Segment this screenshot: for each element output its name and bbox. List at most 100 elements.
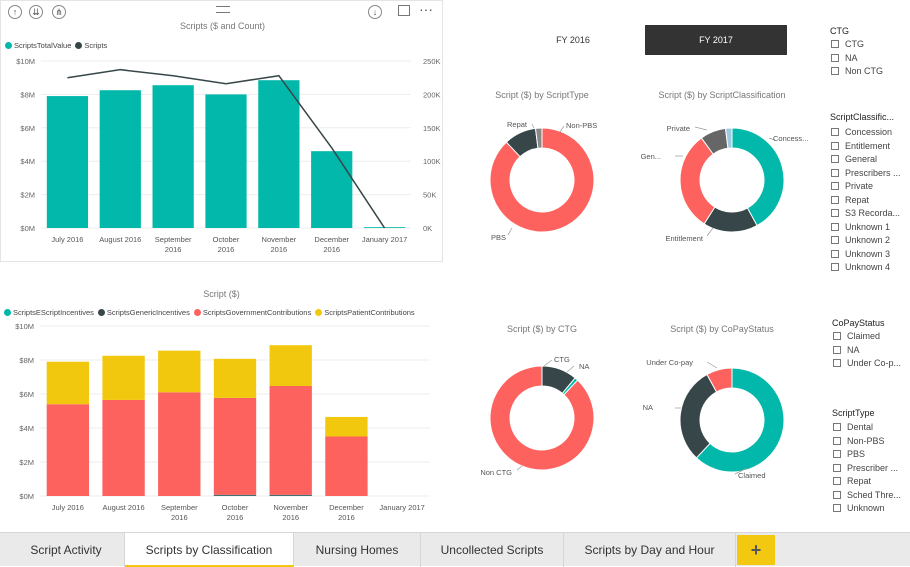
more-options-icon[interactable]: ···	[419, 1, 433, 17]
expand-level-icon[interactable]: ⋔	[52, 5, 66, 19]
checkbox[interactable]	[831, 196, 839, 204]
slicer-item-label: Unknown 2	[845, 235, 890, 245]
y2-tick-label: 0K	[423, 224, 432, 233]
slicer-item[interactable]: NA	[833, 345, 860, 355]
checkbox[interactable]	[833, 346, 841, 354]
tab-uncollected-scripts[interactable]: Uncollected Scripts	[421, 533, 564, 567]
bar-segment	[325, 417, 367, 437]
slicer-item[interactable]: Under Co-p...	[833, 358, 901, 368]
slicer-item-label: NA	[847, 345, 860, 355]
slicer-item[interactable]: Unknown 3	[831, 249, 890, 259]
slicer-item-label: S3 Recorda...	[845, 208, 900, 218]
checkbox[interactable]	[833, 504, 841, 512]
checkbox[interactable]	[831, 250, 839, 258]
checkbox[interactable]	[833, 450, 841, 458]
checkbox[interactable]	[833, 423, 841, 431]
slicer-item[interactable]: Dental	[833, 422, 873, 432]
checkbox[interactable]	[833, 477, 841, 485]
y-tick-label: $10M	[16, 57, 35, 66]
checkbox[interactable]	[833, 332, 841, 340]
checkbox[interactable]	[831, 142, 839, 150]
drag-handle-icon[interactable]	[216, 6, 230, 13]
donut-title: Script ($) by CTG	[462, 324, 622, 334]
data-label: NA	[579, 362, 589, 371]
slicer-item[interactable]: Prescribers ...	[831, 168, 901, 178]
slicer-item[interactable]: Private	[831, 181, 873, 191]
y-tick-label: $2M	[20, 191, 35, 200]
y-tick-label: $0M	[19, 492, 34, 501]
slicer-item-label: Non-PBS	[847, 436, 885, 446]
slicer-item[interactable]: Prescriber ...	[833, 463, 898, 473]
slicer-item-label: Concession	[845, 127, 892, 137]
checkbox[interactable]	[831, 209, 839, 217]
slicer-item[interactable]: Unknown 2	[831, 235, 890, 245]
scripts-value-count-visual[interactable]: ↑ ⇊ ⋔ ↓ ··· Scripts ($ and Count) Script…	[0, 0, 443, 262]
checkbox[interactable]	[831, 54, 839, 62]
slicer-item[interactable]: Repat	[831, 195, 869, 205]
tab-scripts-by-day-and-hour[interactable]: Scripts by Day and Hour	[564, 533, 736, 567]
checkbox[interactable]	[831, 263, 839, 271]
checkbox[interactable]	[831, 128, 839, 136]
checkbox[interactable]	[831, 67, 839, 75]
script-stacked-visual[interactable]: Script ($) ScriptsEScriptIncentives Scri…	[0, 284, 443, 529]
add-page-button[interactable]: +	[737, 535, 775, 565]
bar	[100, 90, 141, 228]
focus-mode-icon[interactable]	[398, 5, 410, 16]
checkbox[interactable]	[831, 40, 839, 48]
leader-line	[544, 360, 552, 366]
checkbox[interactable]	[833, 464, 841, 472]
slicer-item[interactable]: General	[831, 154, 877, 164]
checkbox[interactable]	[833, 359, 841, 367]
slicer-item[interactable]: PBS	[833, 449, 865, 459]
data-label: Claimed	[738, 471, 766, 480]
slicer-item[interactable]: Unknown 1	[831, 222, 890, 232]
drill-down-icon[interactable]: ↓	[368, 5, 382, 19]
combo-chart: $0M$2M$4M$6M$8M$10M0K50K100K150K200K250K…	[1, 46, 442, 261]
checkbox[interactable]	[831, 155, 839, 163]
bar-segment	[214, 495, 256, 496]
slicer-item-label: PBS	[847, 449, 865, 459]
slicer-item-label: Prescriber ...	[847, 463, 898, 473]
tab-scripts-by-classification[interactable]: Scripts by Classification	[125, 533, 294, 567]
slicer-item[interactable]: Concession	[831, 127, 892, 137]
slicer-item[interactable]: Sched Thre...	[833, 490, 901, 500]
fy2016-button[interactable]: FY 2016	[502, 25, 644, 55]
bar-segment	[102, 356, 144, 400]
slicer-item-label: Repat	[847, 476, 871, 486]
checkbox[interactable]	[831, 223, 839, 231]
slicer-item[interactable]: Unknown	[833, 503, 885, 513]
slicer-item[interactable]: CTG	[831, 39, 864, 49]
slicer-item[interactable]: Non-PBS	[833, 436, 885, 446]
slicer-item[interactable]: NA	[831, 53, 858, 63]
chart-title: Script ($)	[0, 289, 443, 299]
slicer-item[interactable]: S3 Recorda...	[831, 208, 900, 218]
slicer-item[interactable]: Repat	[833, 476, 871, 486]
slicer-item[interactable]: Entitlement	[831, 141, 890, 151]
slicer-item-label: Sched Thre...	[847, 490, 901, 500]
checkbox[interactable]	[833, 491, 841, 499]
drill-down-all-icon[interactable]: ⇊	[29, 5, 43, 19]
slicer-item[interactable]: Non CTG	[831, 66, 883, 76]
slicer-item[interactable]: Claimed	[833, 331, 880, 341]
leader-line	[707, 228, 713, 236]
checkbox[interactable]	[831, 182, 839, 190]
bar	[205, 94, 246, 228]
tab-script-activity[interactable]: Script Activity	[8, 533, 125, 567]
bar	[258, 80, 299, 228]
x-tick-label: July 2016	[51, 235, 83, 244]
fy2017-button[interactable]: FY 2017	[645, 25, 787, 55]
x-tick-label: November	[273, 503, 308, 512]
tab-nursing-homes[interactable]: Nursing Homes	[294, 533, 421, 567]
slicer-item[interactable]: Unknown 4	[831, 262, 890, 272]
bar-segment	[270, 345, 312, 386]
checkbox[interactable]	[831, 236, 839, 244]
drill-up-icon[interactable]: ↑	[8, 5, 22, 19]
checkbox[interactable]	[833, 437, 841, 445]
x-tick-label: 2016	[271, 245, 288, 254]
checkbox[interactable]	[831, 169, 839, 177]
